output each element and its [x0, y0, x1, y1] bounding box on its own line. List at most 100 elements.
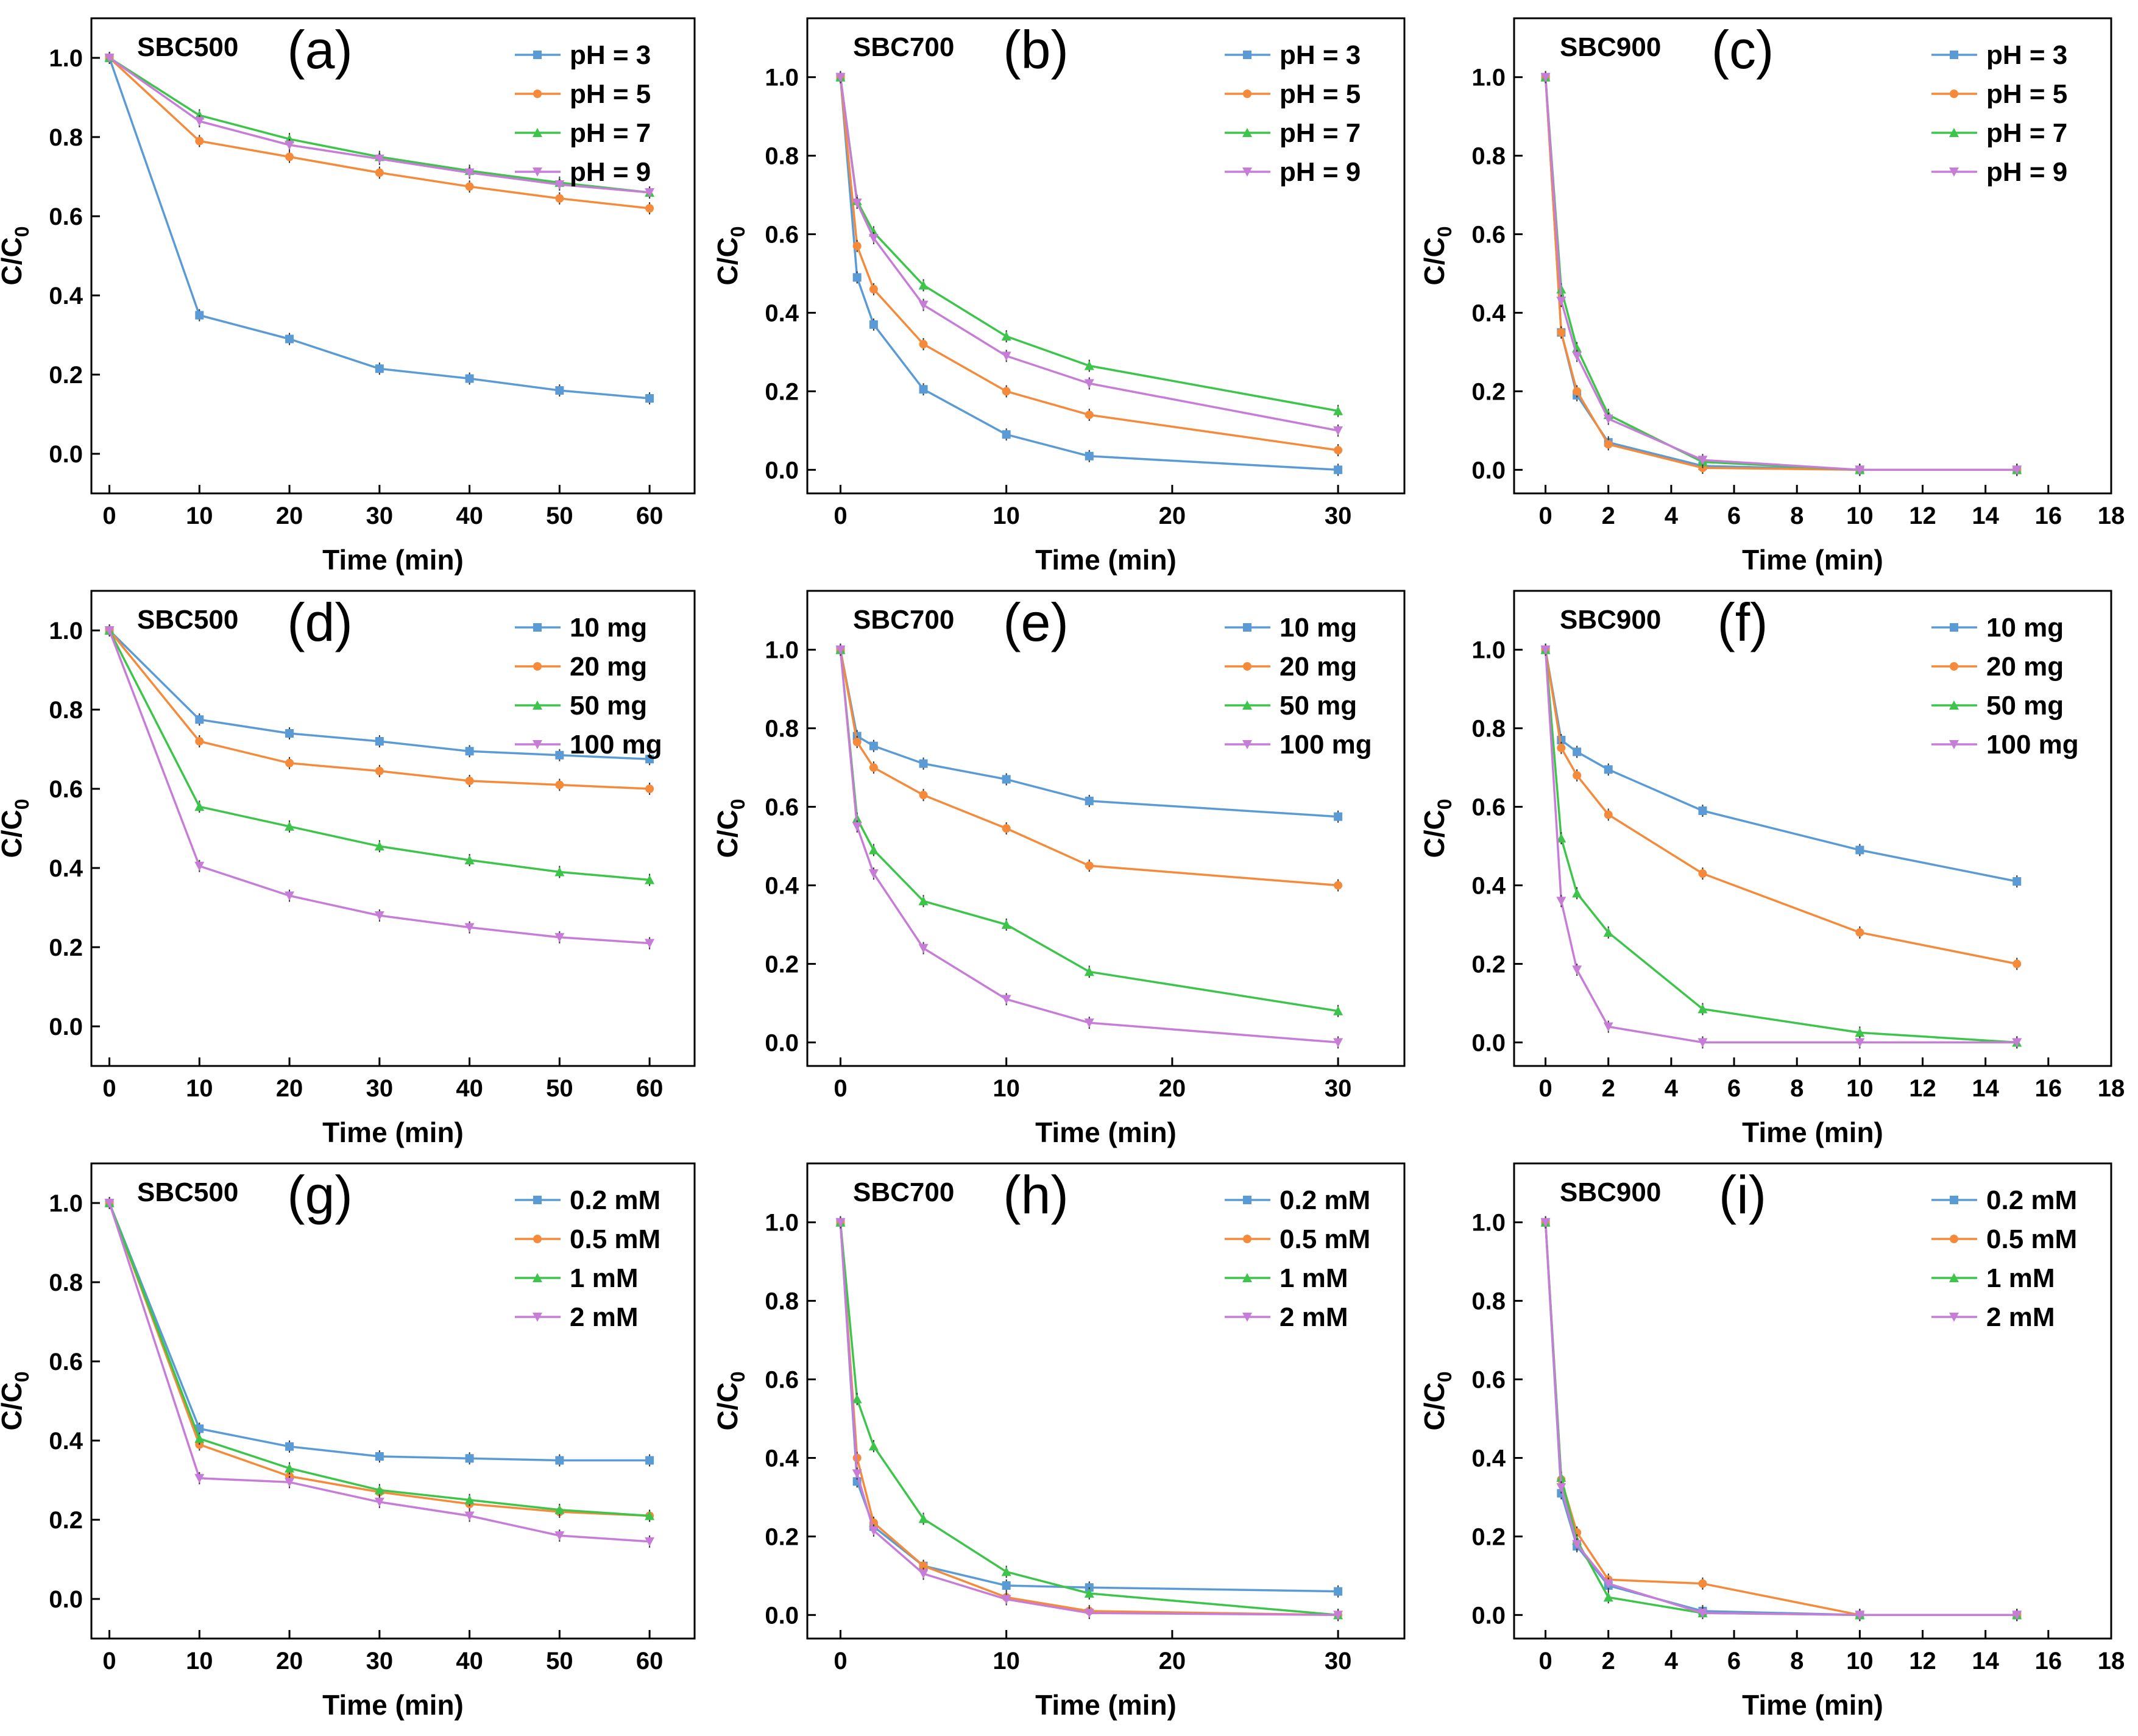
data-point: [1855, 928, 1864, 937]
data-point: [195, 311, 204, 320]
y-tick-label: 0.6: [1471, 222, 1506, 249]
y-tick-label: 0.4: [49, 283, 83, 309]
data-point: [1334, 446, 1343, 455]
legend-entry: 20 mg: [1931, 652, 2064, 682]
data-point: [1001, 1567, 1011, 1576]
x-tick-label: 18: [2098, 503, 2125, 529]
data-point: [1572, 888, 1582, 898]
series-line: [839, 1222, 1339, 1617]
data-point: [1556, 297, 1566, 306]
x-tick-label: 20: [1159, 1648, 1186, 1674]
series-3: [835, 1216, 1343, 1621]
y-tick-label: 0.4: [765, 300, 799, 326]
series-3: [835, 643, 1343, 1017]
chart-panel-h: 0 10 20 30 0.0 0.2 0.4 0.6 0.8 1.0 Time (min) C/C0 S…: [712, 1162, 1406, 1721]
legend-marker: [533, 168, 542, 177]
data-point: [919, 759, 928, 768]
data-point: [555, 1456, 564, 1465]
data-point: [375, 168, 384, 177]
y-tick-label: 1.0: [765, 637, 799, 664]
legend-marker: [1949, 1313, 1959, 1322]
chart-panel-g: 0 10 20 30 40 50 60 0.0 0.2 0.4 0.6 0.8 1.0 Time (min…: [0, 1162, 696, 1721]
x-tick-label: 30: [366, 1648, 394, 1674]
data-point: [1540, 1218, 1551, 1227]
x-tick-label: 40: [456, 503, 483, 529]
legend-marker: [1950, 1196, 1958, 1204]
data-point: [1603, 1592, 1613, 1602]
legend-entry: pH = 5: [1225, 79, 1361, 109]
y-tick-label: 1.0: [49, 45, 83, 72]
series-line: [839, 649, 1339, 1044]
y-tick-label: 0.8: [1471, 716, 1506, 743]
legend-entry: 0.2 mM: [515, 1185, 660, 1215]
y-tick-label: 0.2: [1471, 1523, 1506, 1550]
data-point: [1572, 965, 1582, 975]
data-point: [852, 198, 862, 208]
legend-entry: pH = 9: [1931, 157, 2067, 187]
data-point: [1085, 451, 1094, 460]
legend-label: pH = 5: [1986, 79, 2067, 109]
legend-entry: pH = 5: [515, 79, 651, 109]
data-point: [869, 741, 878, 750]
y-tick-label: 0.6: [49, 1349, 83, 1375]
data-point: [918, 300, 929, 310]
y-tick-label: 0.2: [49, 1507, 83, 1534]
legend-label: 20 mg: [570, 652, 647, 682]
data-point: [868, 233, 879, 243]
x-tick-label: 10: [186, 1075, 213, 1102]
x-tick-label: 0: [1538, 1075, 1552, 1102]
legend-marker: [1949, 128, 1959, 137]
x-tick-label: 0: [834, 1075, 847, 1102]
legend-label: 0.2 mM: [1280, 1185, 1370, 1215]
y-tick-label: 1.0: [1471, 1210, 1506, 1237]
data-point: [1698, 869, 1707, 878]
y-tick-label: 0.4: [1471, 1445, 1506, 1472]
series-line: [1544, 649, 2017, 1044]
x-tick-label: 30: [1325, 1648, 1352, 1674]
x-tick-label: 10: [993, 1075, 1020, 1102]
legend-label: 50 mg: [1986, 691, 2064, 721]
sample-label: SBC500: [137, 32, 238, 62]
y-axis-title: C/C0: [712, 226, 749, 285]
data-point: [1333, 1038, 1343, 1048]
x-tick-label: 10: [186, 503, 213, 529]
x-tick-label: 14: [1972, 503, 1999, 529]
series-4: [104, 52, 655, 199]
legend-entry: pH = 7: [1931, 118, 2067, 148]
y-tick-label: 0.2: [49, 362, 83, 389]
series-line: [1544, 1222, 2017, 1617]
y-tick-label: 1.0: [765, 1210, 799, 1237]
y-tick-label: 0.4: [765, 872, 799, 899]
series-1: [1541, 643, 2022, 888]
data-point: [194, 861, 205, 871]
data-point: [1334, 812, 1343, 821]
y-tick-label: 0.0: [765, 1029, 799, 1056]
data-point: [555, 780, 564, 789]
x-axis-title: Time (min): [1742, 1689, 1883, 1721]
y-tick-label: 0.0: [765, 457, 799, 484]
x-tick-label: 2: [1602, 503, 1615, 529]
series-line: [1544, 649, 2017, 883]
data-point: [1084, 1609, 1094, 1618]
y-tick-label: 0.0: [1471, 1029, 1506, 1056]
x-tick-label: 16: [2035, 503, 2062, 529]
data-point: [195, 715, 204, 724]
x-tick-label: 20: [1159, 1075, 1186, 1102]
data-point: [835, 72, 846, 82]
data-point: [645, 1456, 654, 1465]
series-line: [108, 1202, 650, 1517]
legend-label: 2 mM: [570, 1302, 638, 1332]
plot-frame: [1513, 17, 2112, 495]
chart-panel-e: 0 10 20 30 0.0 0.2 0.4 0.6 0.8 1.0 Time (min) C/C0 S…: [712, 590, 1406, 1148]
y-tick-label: 1.0: [1471, 637, 1506, 664]
y-tick-label: 1.0: [765, 65, 799, 91]
y-tick-label: 0.8: [1471, 143, 1506, 170]
data-point: [919, 385, 928, 394]
legend-marker: [1950, 662, 1958, 671]
y-axis-title: C/C0: [0, 1371, 33, 1430]
legend-entry: pH = 7: [1225, 118, 1361, 148]
x-tick-label: 0: [1538, 503, 1552, 529]
data-point: [2012, 959, 2022, 969]
data-point: [1085, 796, 1094, 805]
data-point: [464, 923, 475, 933]
